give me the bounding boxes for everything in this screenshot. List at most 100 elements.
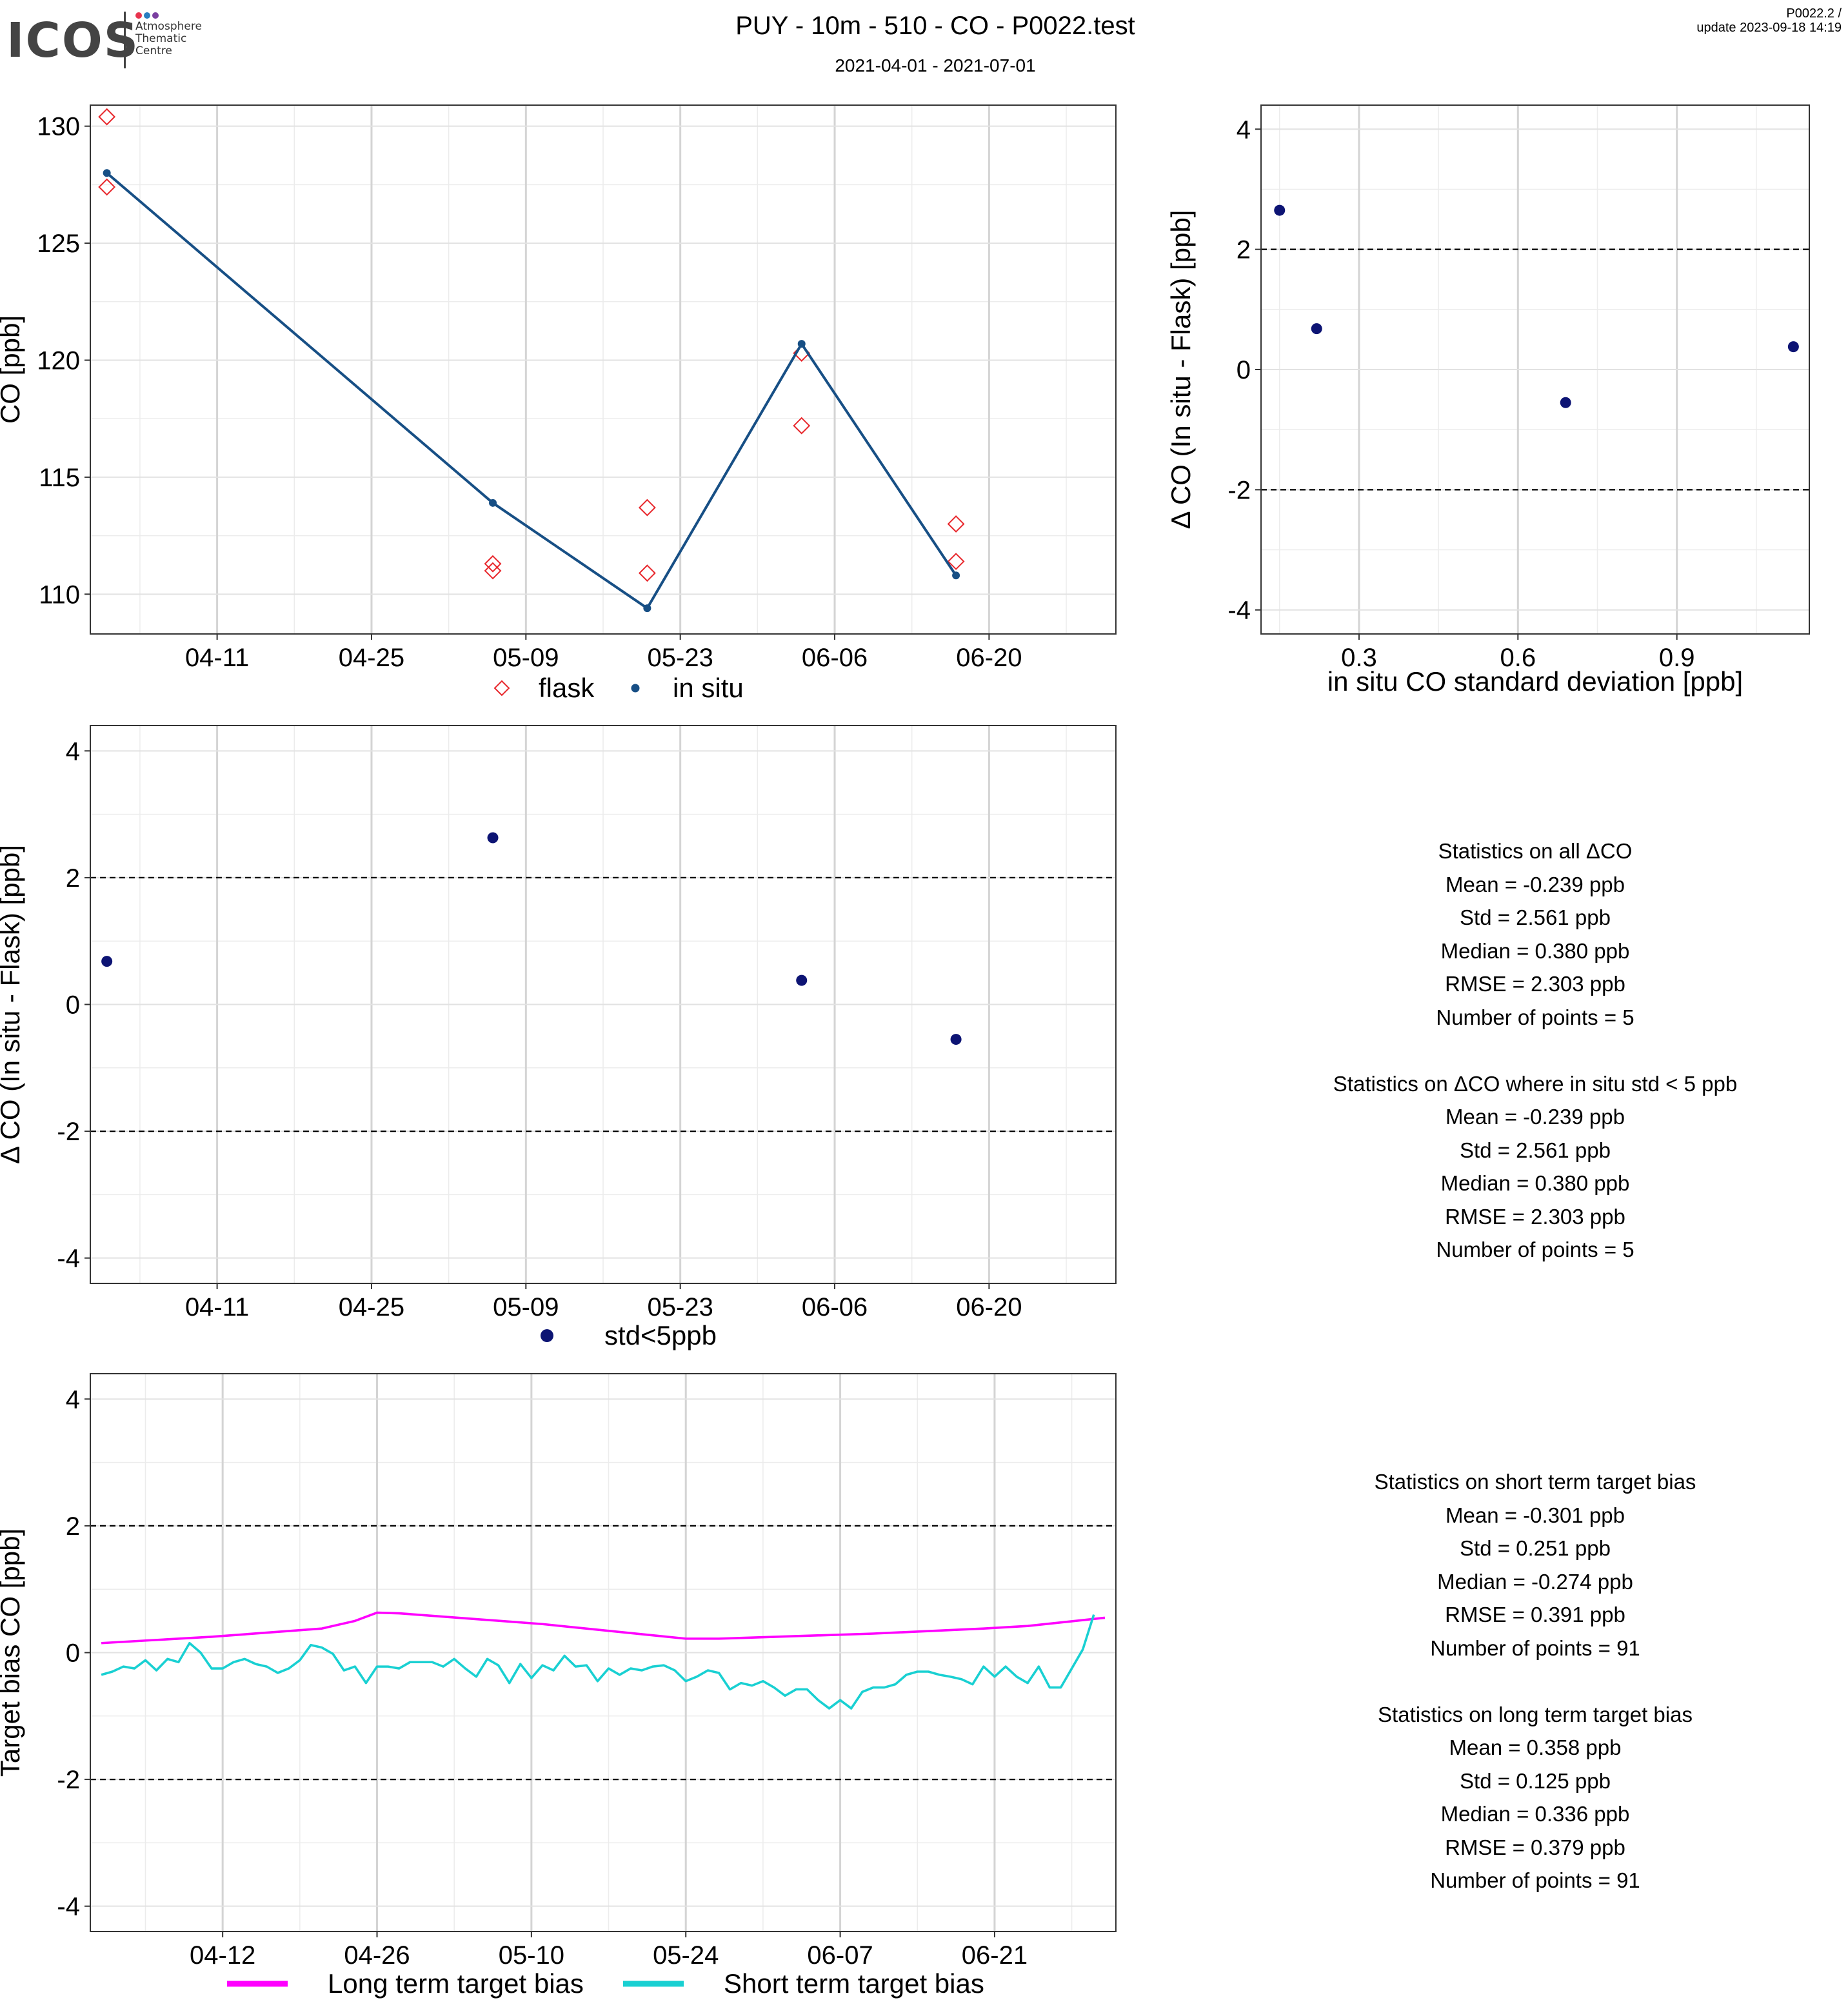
stats-line: Number of points = 91 (1430, 1868, 1640, 1892)
legend-short-label: Short term target bias (724, 1968, 984, 1999)
legend-std-marker (541, 1329, 553, 1342)
stats-line: Statistics on ΔCO where in situ std < 5 … (1333, 1071, 1738, 1096)
stats-spacer (1264, 1665, 1806, 1698)
stats-line: Mean = 0.358 ppb (1449, 1735, 1622, 1759)
y-tick-label: 2 (66, 864, 80, 893)
y-tick-label: -4 (1227, 597, 1251, 625)
logo-divider (124, 12, 126, 68)
flask-point (947, 515, 965, 533)
flask-point (638, 499, 656, 517)
logo-dots (135, 10, 161, 22)
legend-delta-timeseries: std<5ppb (541, 1320, 717, 1350)
stats-line: Number of points = 91 (1430, 1636, 1640, 1660)
legend-co-timeseries: flask in situ (493, 673, 744, 703)
stats-line: Mean = -0.239 ppb (1446, 1105, 1625, 1129)
flask-point (638, 564, 656, 582)
legend-long-label: Long term target bias (328, 1968, 584, 1999)
legend-flask-label: flask (539, 673, 595, 703)
y-tick-label: 125 (37, 230, 80, 258)
date-range: 2021-04-01 - 2021-07-01 (835, 55, 1036, 75)
y-tick-label: 0 (66, 991, 80, 1020)
flask-point (484, 562, 502, 580)
x-tick-label: 06-20 (956, 1293, 1022, 1321)
update-label: update 2023-09-18 14:19 (1696, 21, 1842, 35)
data-point (103, 169, 111, 177)
x-tick-label: 0.9 (1659, 644, 1695, 672)
stats-line: Std = 0.125 ppb (1460, 1768, 1611, 1793)
x-tick-label: 06-20 (956, 644, 1022, 672)
logo-subtitle-line: Atmosphere (135, 20, 202, 33)
stats-line: Std = 2.561 ppb (1460, 1138, 1611, 1162)
x-tick-label: 05-09 (493, 1293, 559, 1321)
x-tick-label: 05-10 (499, 1941, 564, 1970)
stats-line: Median = -0.274 ppb (1437, 1569, 1633, 1594)
x-tick-label: 04-26 (344, 1941, 410, 1970)
icos-logo: ICOS Atmosphere Thematic Centre (6, 9, 219, 74)
flask-point (98, 108, 116, 126)
stats-spacer (1264, 1034, 1806, 1067)
y-tick-label: 110 (39, 580, 80, 609)
data-point (952, 571, 960, 580)
data-point (643, 604, 651, 613)
series-line (101, 1611, 1106, 1645)
x-tick-label: 04-12 (190, 1941, 255, 1970)
x-axis-label: in situ CO standard deviation [ppb] (1327, 666, 1743, 697)
x-tick-label: 06-21 (962, 1941, 1028, 1970)
y-tick-label: -4 (57, 1245, 80, 1273)
stats-line: Mean = -0.239 ppb (1446, 872, 1625, 896)
data-point (1787, 341, 1799, 353)
stats-line: RMSE = 2.303 ppb (1445, 972, 1625, 996)
flask-point (793, 417, 811, 435)
y-tick-label: 130 (37, 113, 80, 141)
y-tick-label: 120 (37, 346, 80, 375)
data-point (1560, 397, 1571, 408)
logo-dot-purple (152, 12, 159, 19)
logo-dot-blue (144, 12, 150, 19)
y-tick-label: 2 (1237, 236, 1251, 264)
plot-frame (90, 104, 1117, 635)
x-tick-label: 05-23 (648, 1293, 713, 1321)
x-tick-label: 04-25 (339, 644, 404, 672)
stats-line: Number of points = 5 (1436, 1005, 1634, 1029)
x-tick-label: 06-06 (802, 644, 868, 672)
x-tick-label: 05-23 (648, 644, 713, 672)
stats-flask-panel: Statistics on all ΔCO Mean = -0.239 ppb St… (1264, 835, 1806, 1267)
y-tick-label: 4 (66, 1385, 80, 1414)
x-tick-label: 05-09 (493, 644, 559, 672)
x-tick-label: 06-06 (802, 1293, 868, 1321)
y-tick-label: 0 (66, 1639, 80, 1668)
flask-point (947, 553, 965, 570)
series-line (101, 1614, 1095, 1710)
stats-target-panel: Statistics on short term target bias Mean… (1264, 1465, 1806, 1897)
legend-flask-marker (493, 680, 510, 697)
y-tick-label: -2 (1227, 476, 1251, 504)
data-point (950, 1034, 962, 1045)
stats-line: Statistics on short term target bias (1374, 1470, 1696, 1494)
logo-text: ICOS (6, 13, 140, 68)
chart-delta-timeseries: 04-11 04-25 05-09 05-23 06-06 06-20 -4 -2 0 2 4 Δ C… (0, 725, 1117, 1321)
x-tick-label: 0.6 (1500, 644, 1536, 672)
data-point (796, 974, 808, 986)
x-tick-label: 06-07 (807, 1941, 873, 1970)
logo-dot-red (135, 12, 142, 19)
version-info: P0022.2 / update 2023-09-18 14:19 (1696, 6, 1842, 35)
legend-target-bias: Long term target bias Short term target b… (227, 1968, 984, 1999)
page-title: PUY - 10m - 510 - CO - P0022.test (735, 12, 1135, 40)
stats-line: Median = 0.380 ppb (1440, 1171, 1630, 1195)
logo-subtitle: Atmosphere Thematic Centre (135, 21, 202, 57)
data-point (101, 956, 113, 967)
data-point (797, 340, 806, 348)
stats-line: Median = 0.380 ppb (1440, 938, 1630, 963)
version-label: P0022.2 / (1786, 6, 1842, 21)
y-tick-label: 2 (66, 1512, 80, 1541)
stats-line: Std = 0.251 ppb (1460, 1536, 1611, 1560)
data-point (487, 832, 499, 844)
y-axis-label: Δ CO (In situ - Flask) [ppb] (1166, 210, 1196, 529)
y-tick-label: 115 (39, 464, 80, 492)
stats-line: RMSE = 0.391 ppb (1445, 1603, 1625, 1626)
y-tick-label: 4 (1237, 115, 1251, 144)
x-tick-label: 04-11 (185, 644, 249, 672)
x-tick-label: 04-11 (185, 1293, 249, 1321)
legend-std-label: std<5ppb (604, 1320, 717, 1350)
